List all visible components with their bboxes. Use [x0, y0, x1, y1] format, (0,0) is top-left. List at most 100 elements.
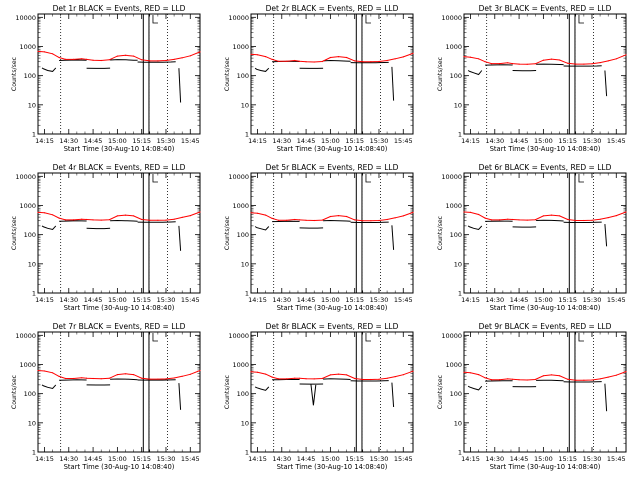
- lld-point: [52, 372, 54, 374]
- lld-point: [43, 370, 46, 372]
- lld-point: [567, 62, 569, 64]
- x-tick-label: 15:15: [558, 137, 577, 145]
- lld-series-line: [37, 50, 201, 62]
- events-series-segment: [178, 383, 182, 410]
- x-axis-label: Start Time (30-Aug-10 14:08:40): [64, 463, 175, 471]
- lld-point: [550, 58, 553, 60]
- lld-point: [173, 58, 175, 61]
- events-series-segment: [254, 226, 270, 231]
- events-series-segment: [41, 225, 57, 231]
- bracket-marker: [365, 333, 371, 342]
- lld-point: [250, 212, 252, 214]
- x-tick-label: 15:00: [534, 455, 553, 463]
- lld-point: [256, 54, 259, 56]
- lld-point: [271, 217, 273, 219]
- lld-point: [37, 50, 39, 53]
- events-series-segment: [467, 385, 483, 391]
- y-axis-label: Counts/sec: [437, 215, 444, 250]
- lld-series-line: [463, 371, 627, 381]
- x-tick-label: 14:45: [84, 455, 103, 463]
- lld-point: [507, 378, 509, 380]
- lld-point: [625, 54, 627, 56]
- lld-point: [199, 51, 201, 53]
- x-tick-label: 14:30: [59, 455, 78, 463]
- bracket-marker: [578, 333, 584, 342]
- y-tick-label: 1000: [19, 361, 36, 369]
- lld-point: [378, 219, 380, 222]
- lld-point: [116, 374, 118, 376]
- axes-frame: [463, 13, 627, 135]
- lld-point: [100, 219, 102, 221]
- events-series-segment: [59, 59, 87, 61]
- lld-point: [559, 215, 561, 217]
- events-series-segment: [41, 67, 57, 72]
- lld-point: [321, 377, 323, 380]
- x-tick-label: 15:00: [321, 296, 340, 304]
- lld-point: [386, 218, 388, 221]
- lld-point: [337, 373, 340, 375]
- lld-point: [286, 60, 288, 62]
- x-tick-label: 15:45: [607, 137, 626, 145]
- lld-point: [354, 60, 356, 62]
- events-series-segment: [536, 219, 564, 222]
- x-tick-label: 14:30: [485, 296, 504, 304]
- lld-point: [463, 211, 465, 213]
- lld-point: [73, 377, 75, 380]
- lld-point: [534, 63, 536, 65]
- lld-point: [526, 219, 528, 221]
- lld-point: [526, 379, 528, 381]
- lld-point: [277, 219, 280, 221]
- y-tick-label: 10: [454, 101, 462, 109]
- lld-point: [58, 217, 60, 219]
- y-tick-label: 100: [24, 231, 36, 239]
- lld-point: [305, 219, 307, 221]
- x-tick-label: 14:45: [84, 296, 103, 304]
- lld-point: [518, 219, 520, 221]
- x-tick-label: 15:30: [157, 137, 176, 145]
- lld-point: [299, 60, 301, 62]
- lld-point: [277, 60, 280, 62]
- x-tick-label: 14:15: [248, 296, 267, 304]
- events-series-segment: [178, 225, 182, 251]
- lld-point: [189, 55, 191, 57]
- lld-point: [478, 374, 480, 376]
- lld-point: [484, 217, 486, 219]
- panel-det-6r: Det 6r BLACK = Events, RED = LLD 1 10 100 10…: [437, 163, 627, 312]
- y-tick-label: 1000: [232, 43, 249, 51]
- lld-point: [484, 377, 486, 379]
- lld-point: [73, 58, 75, 61]
- lld-point: [294, 377, 296, 379]
- lld-point: [256, 371, 259, 373]
- lld-point: [378, 378, 380, 380]
- lld-point: [81, 218, 83, 220]
- lld-point: [518, 63, 520, 65]
- events-series-segment: [323, 59, 351, 62]
- x-tick-label: 15:30: [370, 455, 389, 463]
- lld-point: [37, 369, 39, 372]
- lld-point: [124, 214, 127, 216]
- x-tick-label: 14:30: [485, 455, 504, 463]
- x-tick-label: 14:15: [461, 296, 480, 304]
- y-tick-label: 10: [241, 101, 249, 109]
- lld-point: [412, 52, 414, 55]
- lld-point: [484, 61, 486, 63]
- x-tick-label: 15:30: [583, 296, 602, 304]
- lld-point: [313, 219, 315, 222]
- lld-point: [542, 59, 545, 61]
- panel-title: Det 1r BLACK = Events, RED = LLD: [53, 4, 186, 13]
- lld-point: [412, 370, 414, 372]
- lld-point: [550, 374, 553, 376]
- lld-point: [265, 56, 267, 58]
- bracket-marker: [578, 174, 584, 183]
- y-tick-label: 1: [245, 290, 249, 298]
- panel-title: Det 7r BLACK = Events, RED = LLD: [53, 322, 186, 331]
- lld-point: [490, 379, 493, 381]
- y-axis-label: Counts/sec: [224, 215, 231, 250]
- lld-point: [199, 369, 201, 372]
- lld-point: [286, 219, 288, 221]
- lld-point: [511, 378, 514, 380]
- x-tick-label: 14:45: [297, 296, 316, 304]
- x-tick-label: 15:30: [370, 137, 389, 145]
- lld-point: [116, 215, 118, 217]
- lld-point: [81, 58, 83, 60]
